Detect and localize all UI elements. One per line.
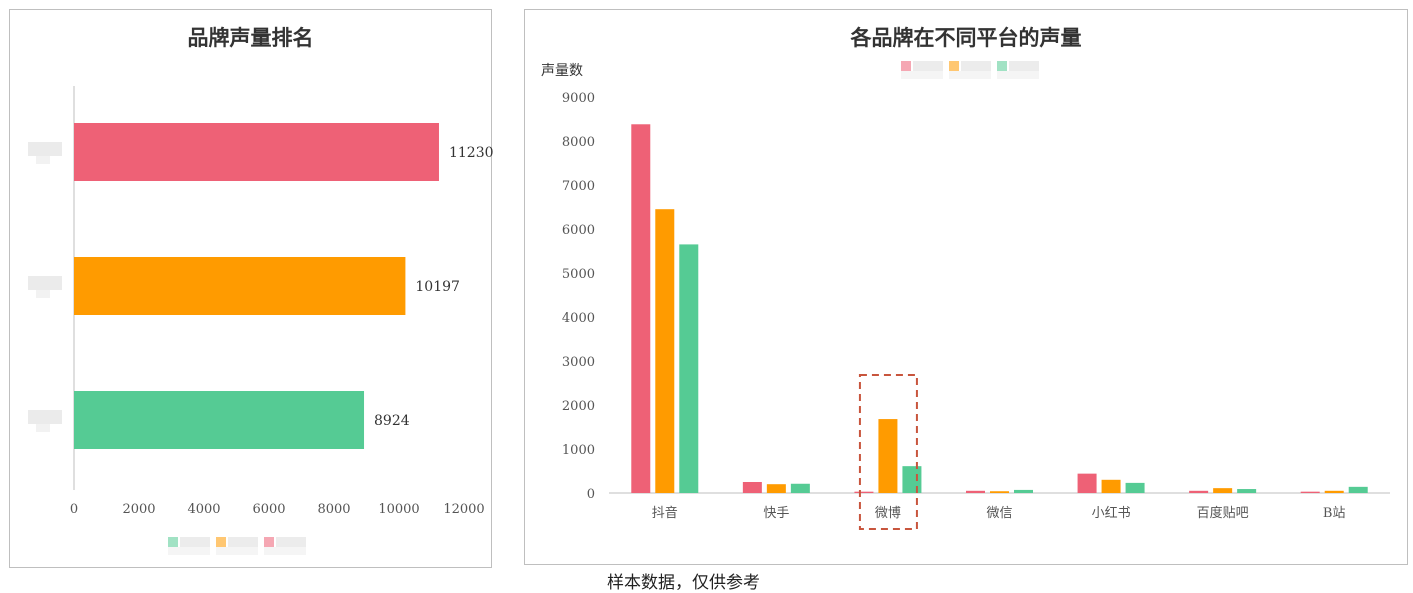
- legend-swatch: [901, 61, 911, 71]
- y-tick-label: 5000: [562, 267, 595, 282]
- bar: [854, 491, 874, 493]
- bar: [1237, 489, 1257, 493]
- data-label: 10197: [415, 279, 460, 295]
- platform-volume-chart: 声量数 0 1000 2000 3000 4000 5000 6000 7000 8000 9000…: [541, 61, 1390, 530]
- brand-ranking-chart: 0 2000 4000 6000 8000 10000 12000 11230 10197 892…: [28, 86, 494, 555]
- x-tick-label: 百度贴吧: [1197, 505, 1249, 521]
- bar: [1014, 489, 1033, 493]
- x-tick-label: 4000: [187, 502, 220, 517]
- bar: [631, 124, 651, 493]
- legend-label-blurred: [997, 71, 1039, 79]
- y-tick-label: 1000: [562, 443, 595, 458]
- y-tick-label: 9000: [562, 91, 595, 106]
- legend-label-blurred: [228, 537, 258, 547]
- bar: [902, 466, 922, 493]
- x-tick-label: 2000: [122, 502, 155, 517]
- platform-volume-chart-panel: 各品牌在不同平台的声量 声量数 0 1000 2000 3000 4000 5000 6000…: [524, 9, 1408, 565]
- highlight-box: [858, 374, 918, 530]
- bar: [74, 257, 406, 315]
- legend-label-blurred: [180, 537, 210, 547]
- x-tick-label: 微信: [986, 506, 1012, 521]
- category-label-blurred: [28, 142, 62, 156]
- x-tick-label: 10000: [378, 502, 419, 517]
- category-label-blurred: [36, 424, 50, 432]
- x-tick-label: 快手: [763, 506, 789, 521]
- legend-blurred: [901, 61, 1039, 79]
- legend-label-blurred: [168, 547, 210, 555]
- bar: [1300, 491, 1320, 493]
- legend-swatch: [168, 537, 178, 547]
- x-tick-label: 小红书: [1092, 505, 1131, 521]
- bar: [1077, 473, 1097, 493]
- brand-ranking-chart-panel: 品牌声量排名 0 2000 4000 6000 8000 10000 12000 11230 1…: [9, 9, 494, 568]
- legend-blurred: [168, 537, 306, 555]
- category-label-blurred: [36, 156, 50, 164]
- y-tick-label: 0: [587, 487, 595, 502]
- data-label: 8924: [374, 413, 410, 429]
- bar: [990, 491, 1009, 493]
- bar: [74, 123, 439, 181]
- y-tick-label: 6000: [562, 223, 595, 238]
- bar: [790, 483, 810, 493]
- y-tick-label: 2000: [562, 399, 595, 414]
- legend-label-blurred: [913, 61, 943, 71]
- legend-label-blurred: [961, 61, 991, 71]
- bar: [742, 482, 762, 493]
- bar: [1101, 479, 1121, 493]
- bar: [1125, 482, 1145, 493]
- y-axis-title: 声量数: [541, 63, 583, 79]
- y-tick-label: 7000: [562, 179, 595, 194]
- y-tick-label: 8000: [562, 135, 595, 150]
- bar: [1213, 488, 1233, 493]
- bar: [766, 484, 786, 493]
- x-tick-label: B站: [1323, 506, 1346, 521]
- y-tick-label: 4000: [562, 311, 595, 326]
- chart-title: 品牌声量排名: [187, 27, 314, 50]
- legend-label-blurred: [216, 547, 258, 555]
- x-tick-label: 12000: [443, 502, 484, 517]
- bar: [1348, 486, 1368, 493]
- x-tick-label: 6000: [252, 502, 285, 517]
- x-tick-label: 抖音: [652, 505, 678, 521]
- legend-label-blurred: [1009, 61, 1039, 71]
- bar: [1189, 490, 1209, 493]
- bar: [679, 244, 699, 493]
- x-tick-label: 0: [70, 502, 78, 517]
- legend-swatch: [216, 537, 226, 547]
- footnote: 样本数据，仅供参考: [607, 573, 760, 592]
- y-tick-label: 3000: [562, 355, 595, 370]
- legend-swatch: [997, 61, 1007, 71]
- data-label: 11230: [449, 145, 494, 161]
- x-tick-label: 微博: [875, 506, 901, 521]
- legend-label-blurred: [901, 71, 943, 79]
- legend-label-blurred: [276, 537, 306, 547]
- legend-swatch: [264, 537, 274, 547]
- bar: [1324, 490, 1344, 493]
- category-label-blurred: [28, 410, 62, 424]
- x-tick-label: 8000: [317, 502, 350, 517]
- bar: [74, 391, 365, 449]
- legend-swatch: [949, 61, 959, 71]
- legend-label-blurred: [949, 71, 991, 79]
- chart-title: 各品牌在不同平台的声量: [850, 27, 1082, 50]
- category-label-blurred: [36, 290, 50, 298]
- bar: [966, 490, 985, 493]
- legend-label-blurred: [264, 547, 306, 555]
- category-label-blurred: [28, 276, 62, 290]
- bar: [878, 419, 898, 493]
- bar: [655, 209, 675, 493]
